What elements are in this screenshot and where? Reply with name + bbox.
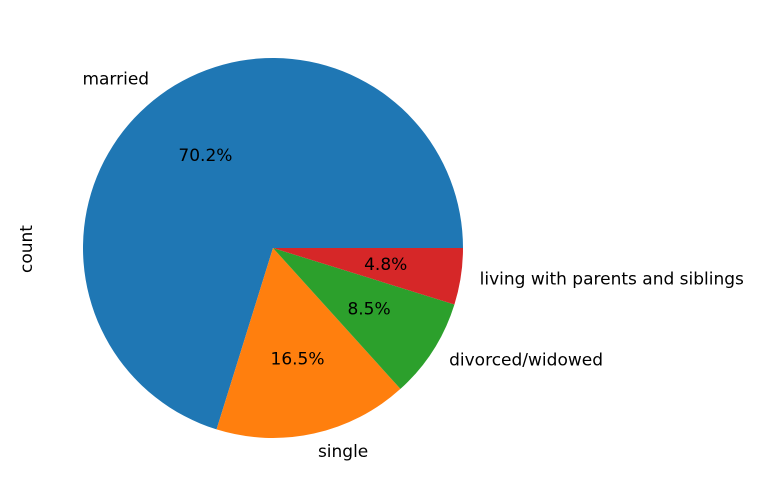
percent-label-living-with-parents-and-siblings: 4.8% [364, 255, 407, 275]
slice-single [216, 248, 401, 439]
percent-label-single: 16.5% [271, 349, 325, 369]
category-label-living-with-parents-and-siblings: living with parents and siblings [480, 269, 744, 289]
category-label-divorced-widowed: divorced/widowed [449, 351, 603, 371]
category-label-single: single [318, 442, 368, 462]
slice-married [83, 58, 464, 430]
y-axis-label: count [17, 225, 37, 273]
slices-group [83, 58, 464, 439]
percent-label-married: 70.2% [178, 146, 232, 166]
percent-label-divorced-widowed: 8.5% [347, 299, 390, 319]
slice-living-with-parents-and-siblings [273, 248, 463, 305]
slice-divorced-widowed [273, 248, 455, 389]
labels-group: married 70.2% single 16.5% divorced/widowed 8… [82, 70, 744, 462]
category-label-married: married [82, 70, 149, 90]
